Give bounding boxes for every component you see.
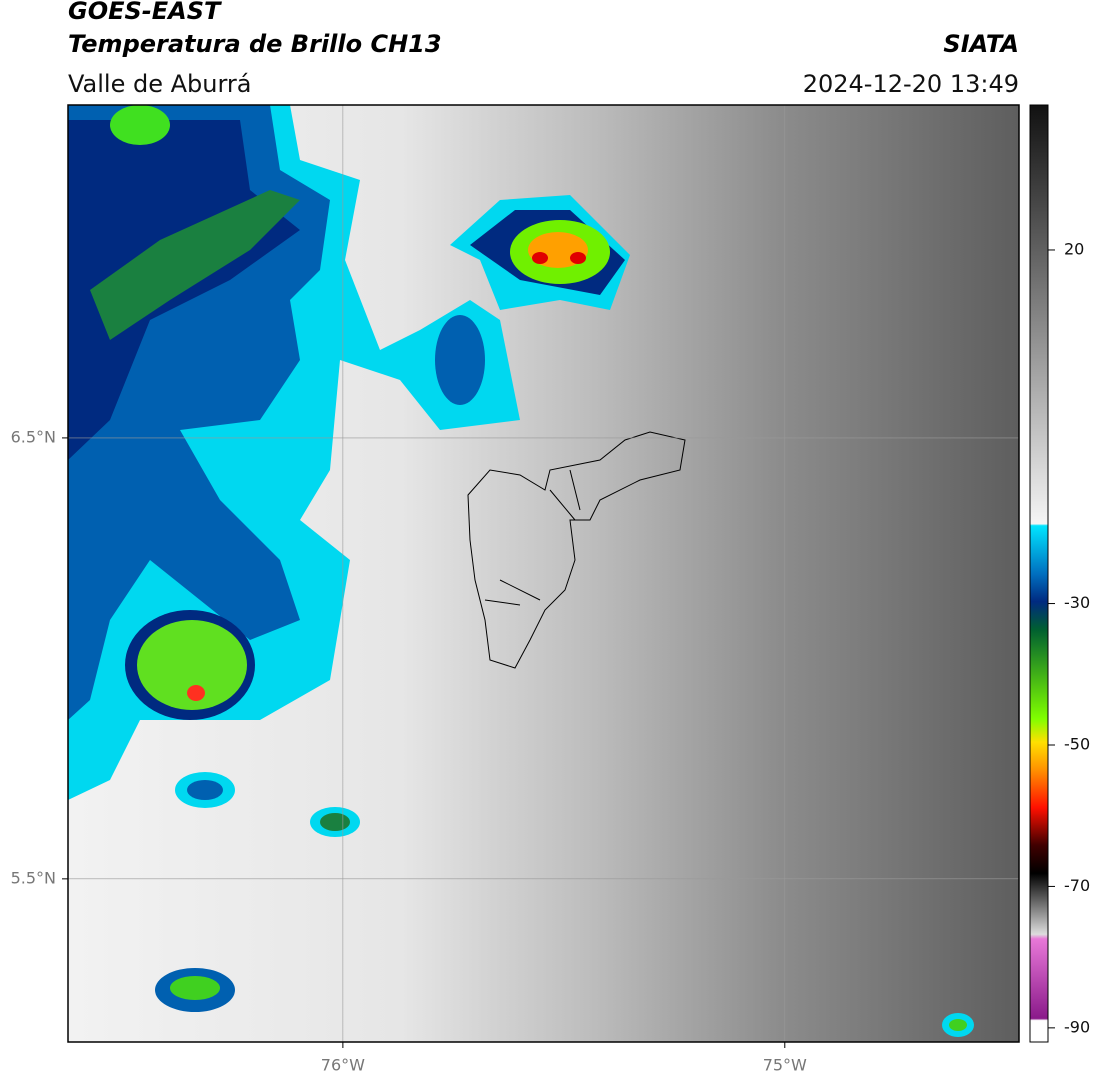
colorbar-label: 20 <box>1064 239 1084 258</box>
colorbar <box>1029 104 1049 1043</box>
y-tick-label: 5.5°N <box>11 868 56 887</box>
colorbar-label: -70 <box>1064 876 1090 895</box>
title: GOES-EAST <box>68 0 222 25</box>
grid <box>68 105 1019 1042</box>
y-tick-label: 6.5°N <box>11 427 56 446</box>
datetime: 2024-12-20 13:49 <box>803 70 1019 98</box>
x-tick-label: 75°W <box>763 1056 807 1075</box>
satellite-image <box>68 105 1019 1042</box>
x-tick-label: 76°W <box>321 1056 365 1075</box>
region: Valle de Aburrá <box>68 70 252 98</box>
map-frame <box>67 104 1020 1043</box>
colorbar-label: -30 <box>1064 593 1090 612</box>
subtitle: Temperatura de Brillo CH13 <box>68 30 442 58</box>
colorbar-label: -50 <box>1064 734 1090 753</box>
colorbar-label: -90 <box>1064 1017 1090 1036</box>
source: SIATA <box>943 30 1019 58</box>
